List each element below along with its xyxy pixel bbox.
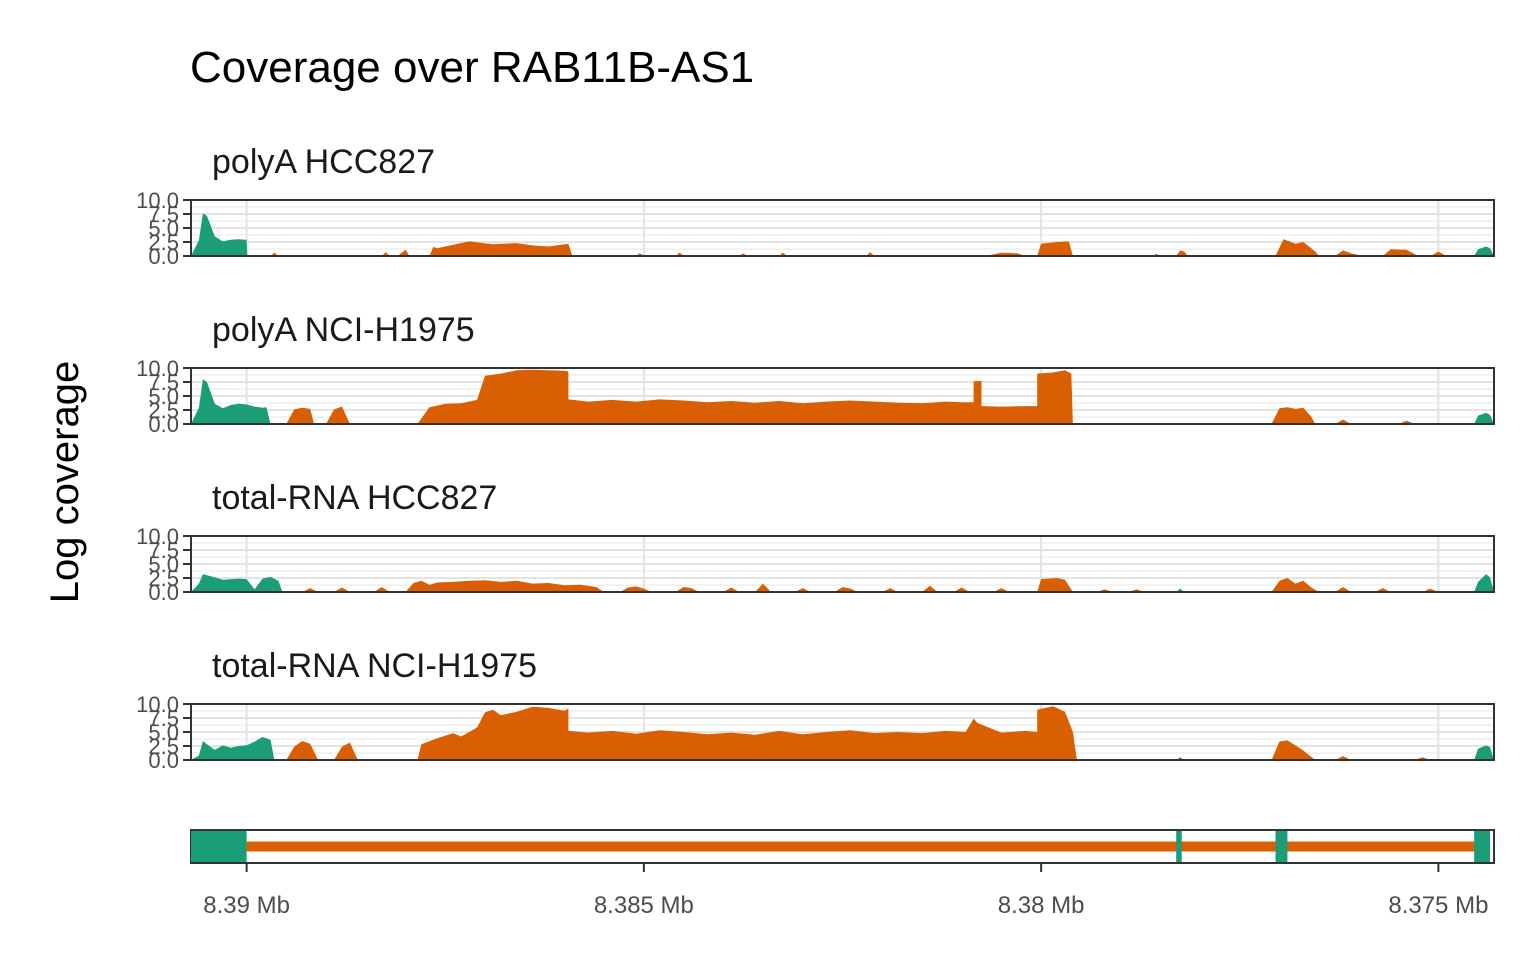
y-tick-label: 2.5 [148, 398, 179, 423]
coverage-area [191, 574, 283, 592]
coverage-area [191, 379, 271, 424]
coverage-area [286, 407, 315, 424]
panel-strip-label: polyA NCI-H1975 [212, 311, 475, 349]
coverage-area [1335, 250, 1363, 256]
coverage-area [1271, 407, 1316, 424]
y-tick-label: 7.5 [148, 370, 179, 395]
coverage-area [1474, 574, 1494, 592]
y-tick-label: 10.0 [136, 188, 179, 213]
coverage-area [373, 587, 390, 592]
coverage-area [834, 587, 859, 592]
coverage-area [417, 369, 1073, 424]
y-tick-label: 2.5 [148, 566, 179, 591]
y-tick-label: 10.0 [136, 356, 179, 381]
coverage-area [1037, 241, 1073, 256]
coverage-area [405, 580, 605, 592]
coverage-area [1335, 419, 1351, 424]
y-tick-label: 0.0 [148, 748, 179, 773]
coverage-area [755, 583, 771, 592]
coverage-area [1382, 249, 1419, 256]
coverage-area [429, 241, 573, 256]
coverage-area [397, 249, 410, 256]
y-tick-label: 10.0 [136, 692, 179, 717]
coverage-area [334, 742, 358, 760]
coverage-area [1335, 587, 1351, 592]
y-tick-label: 0.0 [148, 580, 179, 605]
y-tick-label: 5.0 [148, 552, 179, 577]
panel-strip-label: polyA HCC827 [212, 143, 435, 181]
coverage-area [1275, 239, 1320, 256]
coverage-area [620, 586, 652, 592]
gene-model-track [190, 829, 1495, 864]
y-tick-label: 7.5 [148, 706, 179, 731]
y-tick-label: 2.5 [148, 734, 179, 759]
intron-bar [246, 841, 1487, 852]
coverage-area [675, 587, 700, 592]
y-tick-label: 7.5 [148, 538, 179, 563]
y-tick-label: 10.0 [136, 524, 179, 549]
coverage-area [922, 585, 938, 592]
coverage-panel: total-RNA NCI-H1975 10.07.55.02.50.0 [136, 647, 1495, 773]
coverage-panel: polyA NCI-H1975 10.07.55.02.50.0 [136, 311, 1495, 437]
coverage-area [723, 587, 740, 592]
coverage-area [1430, 251, 1447, 256]
y-tick-label: 5.0 [148, 720, 179, 745]
coverage-area [1176, 250, 1189, 256]
x-tick-label: 8.375 Mb [1388, 892, 1488, 919]
coverage-area [1474, 745, 1494, 760]
x-tick-label: 8.38 Mb [998, 892, 1085, 919]
coverage-area [326, 406, 350, 424]
coverage-area [1271, 740, 1316, 760]
coverage-area [1474, 412, 1494, 424]
panel-strip-label: total-RNA NCI-H1975 [212, 647, 537, 685]
exon-block [1275, 831, 1288, 862]
y-tick-label: 5.0 [148, 216, 179, 241]
y-axis-label: Log coverage [43, 361, 87, 603]
coverage-area [953, 587, 970, 592]
coverage-area [191, 213, 248, 256]
y-tick-label: 0.0 [148, 412, 179, 437]
y-tick-label: 0.0 [148, 244, 179, 269]
coverage-area [1474, 246, 1494, 256]
coverage-area [191, 737, 275, 760]
panel-strip-label: total-RNA HCC827 [212, 479, 497, 517]
coverage-area [334, 587, 350, 592]
coverage-panel: total-RNA HCC827 10.07.55.02.50.0 [136, 479, 1495, 605]
coverage-area [1271, 578, 1320, 592]
x-axis: 8.39 Mb 8.385 Mb 8.38 Mb 8.375 Mb [203, 863, 1488, 919]
coverage-area [1037, 578, 1073, 592]
y-tick-label: 2.5 [148, 230, 179, 255]
x-tick-label: 8.385 Mb [594, 892, 694, 919]
y-tick-label: 7.5 [148, 202, 179, 227]
chart-title: Coverage over RAB11B-AS1 [190, 43, 754, 92]
coverage-area [286, 741, 319, 760]
coverage-panel: polyA HCC827 10.07.55.02.50.0 [136, 143, 1495, 269]
y-tick-label: 5.0 [148, 384, 179, 409]
exon-block [1474, 831, 1491, 862]
coverage-area [417, 706, 1077, 760]
exon-block [1176, 831, 1182, 862]
exon-block [191, 831, 247, 862]
x-tick-label: 8.39 Mb [203, 892, 290, 919]
